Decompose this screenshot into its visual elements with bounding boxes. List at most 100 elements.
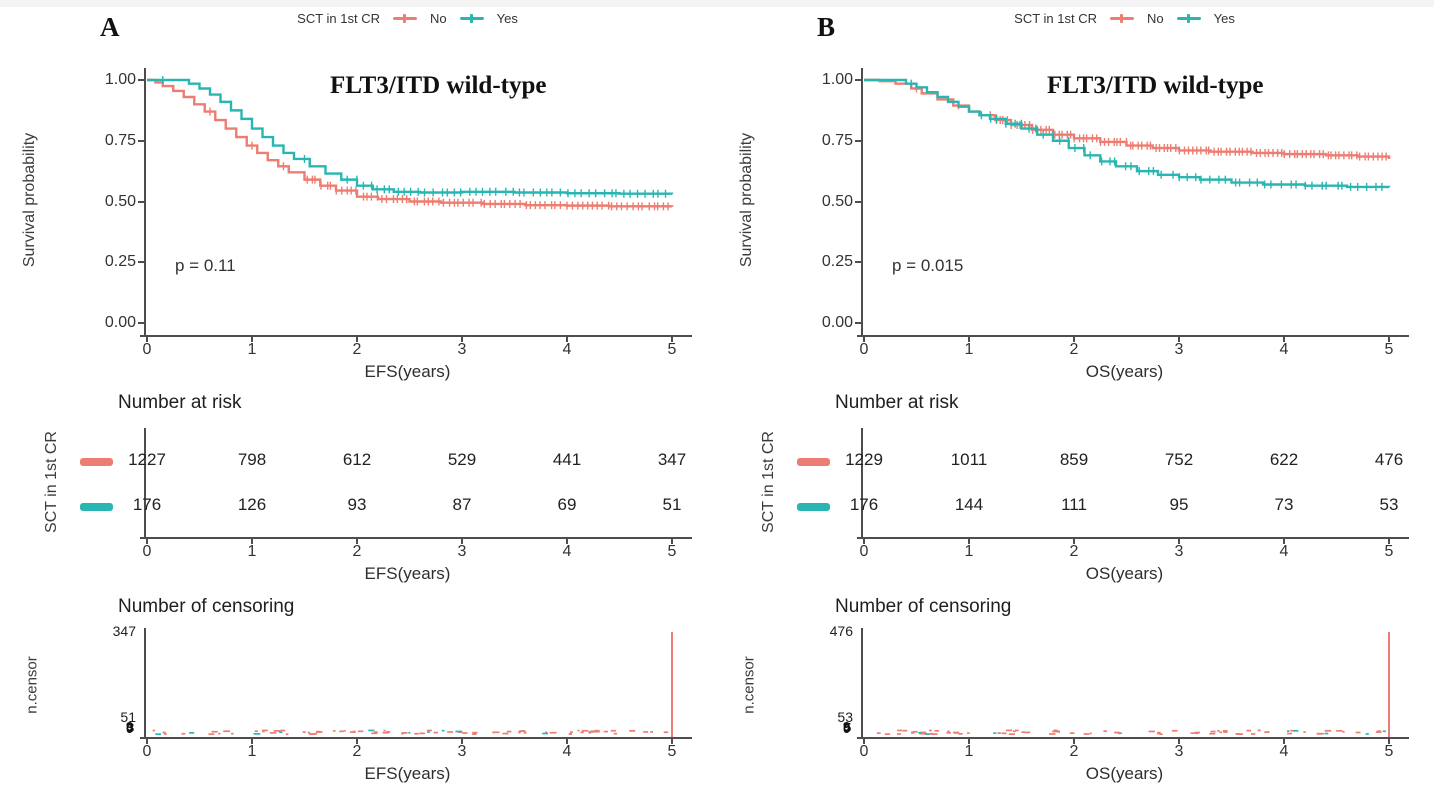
risk-count: 126 — [237, 495, 267, 514]
censor-dash — [958, 732, 963, 735]
legend-label-no: No — [430, 11, 447, 26]
risk-x-axis-line — [857, 537, 1409, 539]
censor-dash — [1148, 730, 1155, 733]
censor-dash — [518, 730, 526, 733]
axis-tick — [855, 140, 861, 142]
censor-dash — [1336, 729, 1343, 732]
x-tick-label: 0 — [859, 543, 869, 560]
x-tick-label: 2 — [1069, 743, 1079, 760]
axis-tick — [1178, 539, 1180, 544]
x-tick-row: 0 1 2 3 4 5 — [143, 543, 690, 563]
axis-tick — [855, 201, 861, 203]
axis-tick — [855, 79, 861, 81]
censor-dash — [897, 729, 903, 732]
km-curve-no — [147, 78, 674, 208]
censor-dash — [545, 731, 548, 734]
x-axis-line — [140, 335, 692, 337]
censor-dash — [211, 730, 218, 733]
x-axis-label: OS(years) — [1085, 362, 1164, 381]
censor-dash — [1024, 731, 1031, 734]
censor-dash — [928, 733, 935, 735]
panel-label: A — [100, 12, 120, 42]
censor-dash — [302, 731, 306, 733]
x-tick-label: 2 — [352, 743, 362, 760]
censor-dash — [279, 731, 283, 734]
axis-tick — [461, 539, 463, 544]
censor-dash — [253, 733, 261, 735]
axis-tick — [138, 261, 144, 263]
risk-group-label: SCT in 1st CR — [760, 431, 777, 533]
censor-dash — [953, 731, 960, 734]
censor-y-axis-line — [144, 628, 146, 739]
censor-dash — [181, 732, 186, 735]
y-tick-label: 1.00 — [821, 71, 853, 88]
risk-count: 476 — [1374, 450, 1404, 469]
censor-dash — [1316, 732, 1322, 735]
censor-dash — [1324, 732, 1329, 735]
censor-dash — [419, 732, 424, 735]
axis-tick — [1283, 337, 1285, 342]
top-strip — [0, 0, 1434, 7]
risk-table-title: Number at risk — [835, 392, 959, 413]
censor-dash — [285, 733, 289, 736]
legend-key-no-icon — [1110, 14, 1134, 23]
censor-dash — [925, 733, 931, 735]
risk-count: 176 — [132, 495, 162, 514]
censor-dash — [993, 732, 997, 735]
risk-count: 51 — [662, 495, 682, 514]
censor-dash — [368, 729, 375, 732]
risk-rows: 1227 798 612 529 441 347 176 126 93 87 69 51 — [128, 450, 690, 550]
axis-tick — [863, 739, 865, 744]
censor-overlap-digit: 0 — [126, 721, 134, 736]
censor-dash — [427, 731, 430, 734]
risk-count: 752 — [1164, 450, 1194, 469]
x-tick-label: 5 — [667, 543, 677, 560]
censor-dash — [588, 731, 595, 733]
censor-dash — [441, 729, 445, 732]
censor-dash — [650, 731, 653, 733]
censor-dash — [273, 730, 281, 732]
legend-key-yes-icon — [459, 14, 484, 23]
x-tick-label: 4 — [1279, 341, 1289, 358]
survival-curves — [864, 78, 1391, 191]
y-tick-label: 0.75 — [104, 132, 136, 149]
x-tick-row: 0 1 2 3 4 5 — [859, 743, 1407, 763]
censor-dash — [357, 730, 364, 733]
survival-curves — [147, 76, 674, 211]
x-tick-label: 3 — [1174, 743, 1184, 760]
axis-tick — [356, 337, 358, 342]
censor-dash — [502, 732, 509, 735]
censor-dash — [408, 731, 411, 734]
censor-dash — [280, 729, 286, 732]
risk-count: 612 — [342, 450, 372, 469]
censor-dash — [896, 733, 901, 735]
censor-dash — [603, 730, 608, 733]
censor-dash — [1219, 731, 1222, 734]
censor-dash — [1287, 730, 1290, 732]
censor-dash — [918, 731, 922, 734]
plot-title: FLT3/ITD wild-type — [330, 72, 547, 99]
censor-dash — [1375, 731, 1382, 733]
censor-dash — [472, 731, 478, 734]
axis-tick — [1073, 539, 1075, 544]
censor-overlap-digit: 3 — [127, 720, 135, 735]
censor-dash — [262, 730, 265, 733]
risk-y-axis-line — [861, 428, 863, 539]
censor-dash — [223, 730, 231, 733]
axis-tick — [461, 337, 463, 342]
censor-dash — [947, 730, 950, 733]
censor-dash — [262, 729, 268, 732]
censor-dash — [1159, 733, 1163, 736]
censor-dash — [401, 732, 408, 734]
axis-tick — [968, 337, 970, 342]
x-tick-label: 1 — [964, 543, 974, 560]
censor-dash — [569, 733, 573, 735]
x-tick-label: 1 — [964, 743, 974, 760]
axis-tick — [251, 539, 253, 544]
censor-y-axis-label: n.censor — [23, 656, 41, 714]
x-tick-label: 0 — [859, 743, 869, 760]
censor-dash — [643, 731, 649, 733]
x-tick-label: 2 — [352, 341, 362, 358]
censor-dash — [493, 731, 500, 734]
